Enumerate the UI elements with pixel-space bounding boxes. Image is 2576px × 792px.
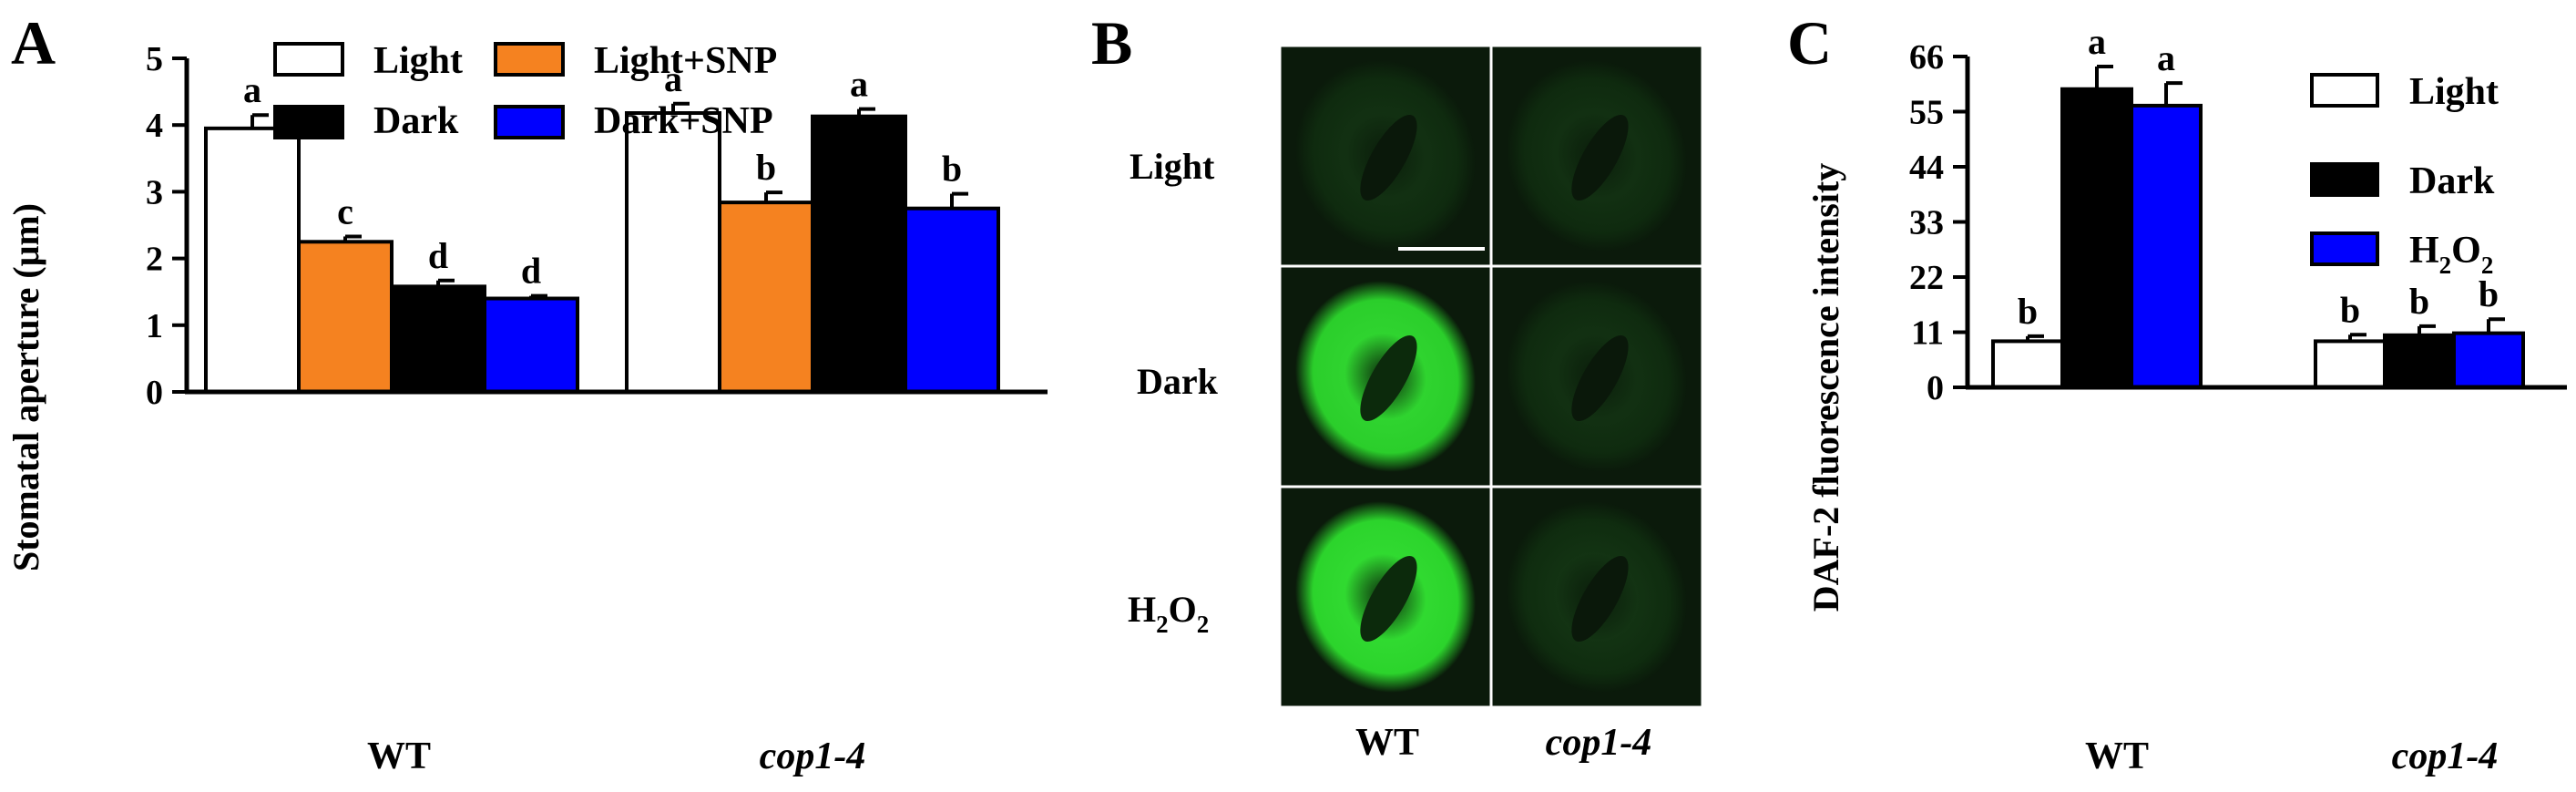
- c-bar-light: [1991, 339, 2064, 389]
- c-bar-dark: [2383, 333, 2456, 389]
- legend-label-dark-snp: Dark+SNP: [594, 100, 773, 142]
- legend-label-light: Light: [2409, 71, 2499, 113]
- row-label-h2o2-o: O: [1169, 589, 1197, 630]
- a-ytick-label: 1: [146, 307, 163, 345]
- legend-swatch-light-snp: [494, 42, 565, 77]
- panel-label-c: C: [1787, 8, 1832, 77]
- panel-a-category-cop1-4: cop1-4: [760, 735, 866, 777]
- c-ytick-label: 11: [1911, 314, 1944, 353]
- panel-c-legend: Light Dark H2O2: [2310, 71, 2499, 279]
- c-bar-light: [2314, 339, 2387, 389]
- c-significance-letter: b: [2018, 291, 2038, 332]
- row-label-dark: Dark: [1137, 361, 1219, 402]
- panel-label-a: A: [11, 8, 56, 77]
- panel-c-category-cop1-4: cop1-4: [2392, 735, 2499, 777]
- a-bar-light-snp: [718, 201, 814, 394]
- legend-swatch-dark-snp: [494, 105, 565, 139]
- row-label-h2o2: H2O2: [1128, 589, 1209, 638]
- c-ytick-label: 0: [1927, 369, 1944, 407]
- stomatal-pore: [1360, 555, 1417, 643]
- row-label-light: Light: [1130, 146, 1215, 187]
- legend-label-light-snp: Light+SNP: [594, 40, 777, 82]
- c-bar-h2o2: [2130, 103, 2203, 390]
- c-significance-letter: b: [2409, 281, 2429, 322]
- legend-label-dark: Dark: [373, 100, 459, 142]
- c-ytick-label: 44: [1909, 149, 1944, 187]
- a-bar-dark-snp: [483, 296, 579, 394]
- c-bar-dark: [2060, 87, 2133, 389]
- a-significance-letter: d: [521, 251, 541, 292]
- a-ytick-label: 4: [146, 107, 163, 145]
- legend-h2o2-o: O: [2451, 230, 2481, 272]
- legend-label-dark: Dark: [2409, 160, 2495, 202]
- panel-c-ylabel: DAF-2 fluorescence intensity: [1805, 163, 1846, 612]
- a-bar-dark-snp: [904, 206, 1000, 394]
- column-label-cop1-4: cop1-4: [1546, 722, 1652, 764]
- a-significance-letter: d: [428, 235, 448, 276]
- panel-c-chart: DAF-2 fluorescence intensity 01122334455…: [1805, 21, 2567, 777]
- a-bar-light-snp: [297, 240, 394, 394]
- a-ytick-label: 2: [146, 241, 163, 279]
- legend-swatch-light: [2310, 73, 2379, 108]
- a-significance-letter: a: [850, 64, 868, 105]
- c-ytick-label: 33: [1909, 204, 1944, 242]
- panel-a-legend: Light Light+SNP Dark Dark+SNP: [273, 40, 777, 142]
- a-bar-dark: [390, 284, 486, 394]
- row-label-h2o2-sub1: 2: [1156, 611, 1169, 638]
- panel-a-ylabel: Stomatal aperture (μm): [5, 203, 46, 571]
- row-label-h2o2-sub2: 2: [1197, 611, 1210, 638]
- c-significance-letter: b: [2340, 289, 2360, 330]
- a-ytick-label: 0: [146, 374, 163, 412]
- stomatal-pore: [1360, 334, 1417, 422]
- c-ytick-label: 66: [1909, 38, 1944, 77]
- legend-label-h2o2: H2O2: [2409, 230, 2493, 279]
- stomatal-pore: [1571, 114, 1629, 201]
- a-ytick-label: 3: [146, 173, 163, 211]
- column-label-wt: WT: [1355, 722, 1419, 764]
- stomatal-pore: [1571, 334, 1629, 422]
- a-ytick-label: 5: [146, 40, 163, 78]
- legend-swatch-h2o2: [2310, 231, 2379, 266]
- c-ytick-label: 22: [1909, 259, 1944, 297]
- panel-c-category-wt: WT: [2085, 735, 2149, 777]
- legend-label-light: Light: [373, 40, 463, 82]
- c-bar-h2o2: [2452, 331, 2525, 390]
- legend-swatch-dark: [273, 105, 344, 139]
- c-significance-letter: a: [2157, 37, 2175, 78]
- panel-b-micrographs: Light Dark H2O2 WT cop1-4: [1128, 44, 1704, 764]
- a-significance-letter: b: [942, 149, 962, 190]
- legend-h2o2-sub1: 2: [2439, 252, 2452, 279]
- a-bar-light: [204, 126, 301, 395]
- c-significance-letter: b: [2479, 273, 2499, 314]
- a-bar-light: [625, 111, 721, 395]
- panel-a-category-wt: WT: [367, 735, 431, 777]
- legend-h2o2-h: H: [2409, 230, 2439, 272]
- a-bar-dark: [811, 114, 907, 395]
- legend-h2o2-sub2: 2: [2481, 252, 2494, 279]
- panel-a-chart: Stomatal aperture (μm) 0 1 2 3 4 5 a a c b d a d b W…: [5, 40, 1048, 777]
- c-significance-letter: a: [2088, 21, 2106, 62]
- a-significance-letter: b: [756, 147, 776, 188]
- a-significance-letter: c: [337, 190, 353, 231]
- legend-swatch-light: [273, 42, 344, 77]
- stomatal-pore: [1571, 555, 1629, 643]
- c-ytick-label: 55: [1909, 94, 1944, 132]
- row-label-h2o2-h: H: [1128, 589, 1156, 630]
- stomatal-pore: [1360, 114, 1417, 201]
- legend-swatch-dark: [2310, 162, 2379, 197]
- a-significance-letter: a: [243, 69, 261, 110]
- panel-label-b: B: [1091, 8, 1132, 77]
- a-significance-letter: a: [664, 58, 682, 99]
